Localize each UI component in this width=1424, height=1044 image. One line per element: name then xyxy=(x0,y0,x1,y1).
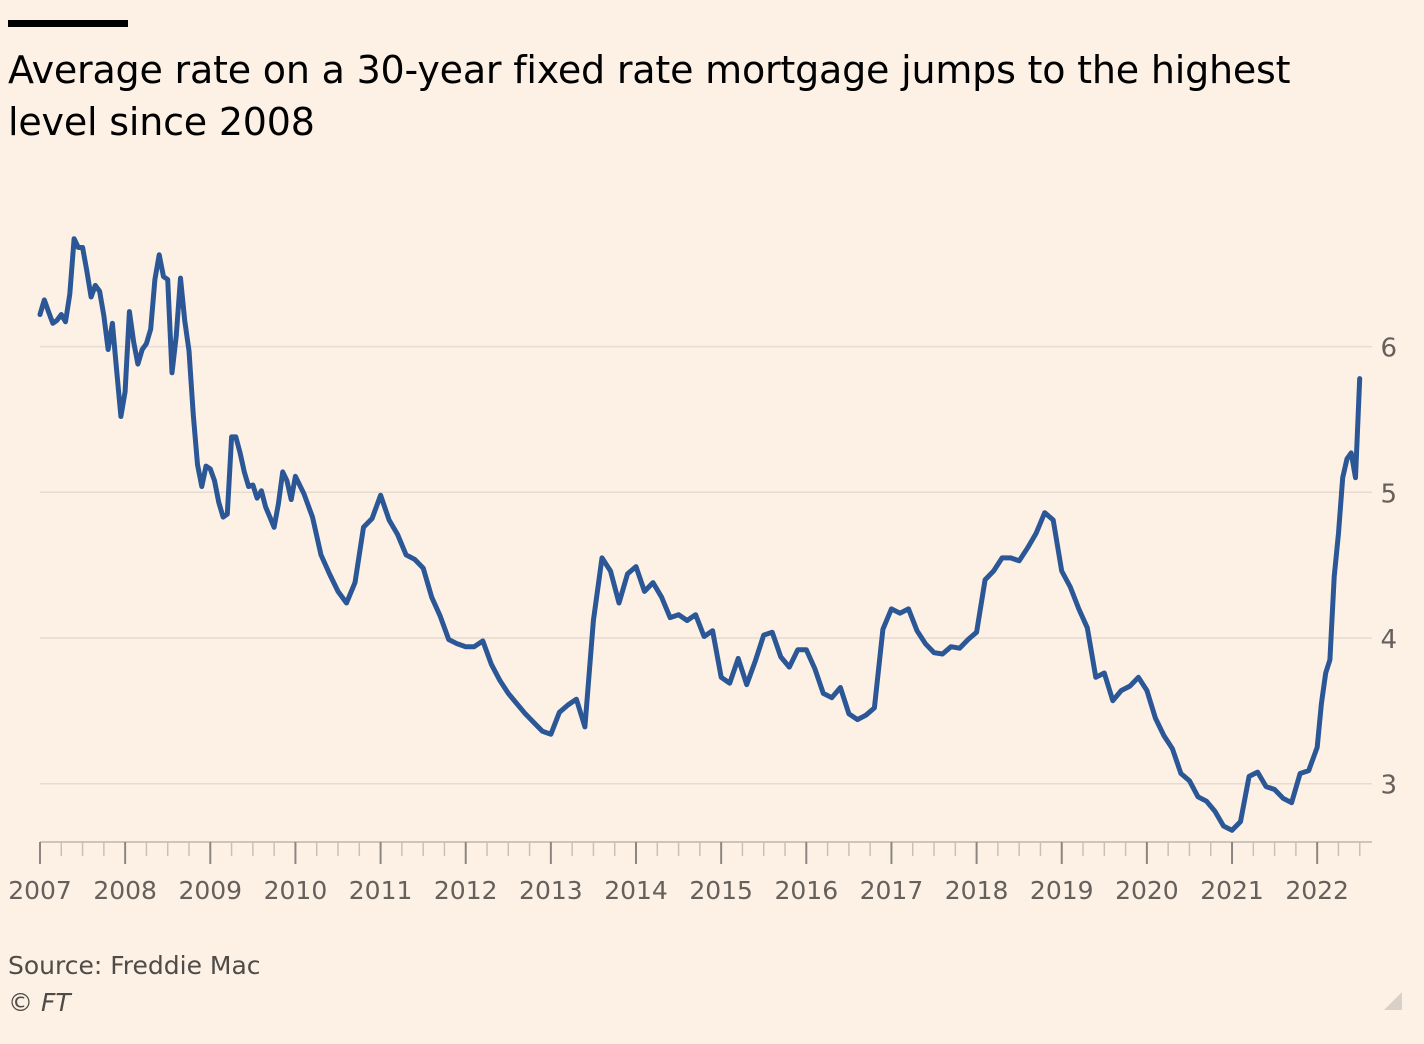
y-tick-label-5: 5 xyxy=(1380,479,1397,509)
x-tick-label-2021: 2021 xyxy=(1200,876,1264,905)
x-tick-label-2010: 2010 xyxy=(264,876,328,905)
x-tick-label-2016: 2016 xyxy=(774,876,838,905)
chart-title: Average rate on a 30-year fixed rate mor… xyxy=(8,48,1291,144)
x-axis: 2007 2008 2009 2010 2011 2012 2013 2014 2015 2016… xyxy=(8,841,1372,905)
resize-corner-icon xyxy=(1384,992,1402,1010)
x-tick-label-2012: 2012 xyxy=(434,876,498,905)
x-tick-label-2017: 2017 xyxy=(860,876,924,905)
series-line-mortgage-rate xyxy=(37,236,1363,833)
x-tick-label-2019: 2019 xyxy=(1030,876,1094,905)
x-tick-label-2014: 2014 xyxy=(604,876,668,905)
copyright-note: © FT xyxy=(8,988,71,1017)
title-rule xyxy=(8,20,128,27)
source-note: Source: Freddie Mac xyxy=(8,951,261,980)
y-axis-ticks: 3 4 5 6 xyxy=(1380,334,1397,801)
gridlines xyxy=(40,345,1372,785)
x-tick-label-2008: 2008 xyxy=(93,876,157,905)
x-tick-label-2011: 2011 xyxy=(349,876,413,905)
x-tick-label-2020: 2020 xyxy=(1115,876,1179,905)
y-tick-label-3: 3 xyxy=(1380,771,1397,801)
y-tick-label-6: 6 xyxy=(1380,334,1397,364)
series xyxy=(37,236,1363,833)
x-tick-label-2015: 2015 xyxy=(689,876,753,905)
x-tick-label-2007: 2007 xyxy=(8,876,72,905)
y-tick-label-4: 4 xyxy=(1380,625,1397,655)
x-tick-label-2013: 2013 xyxy=(519,876,583,905)
x-tick-label-2009: 2009 xyxy=(178,876,242,905)
x-tick-label-2018: 2018 xyxy=(945,876,1009,905)
x-tick-label-2022: 2022 xyxy=(1285,876,1349,905)
